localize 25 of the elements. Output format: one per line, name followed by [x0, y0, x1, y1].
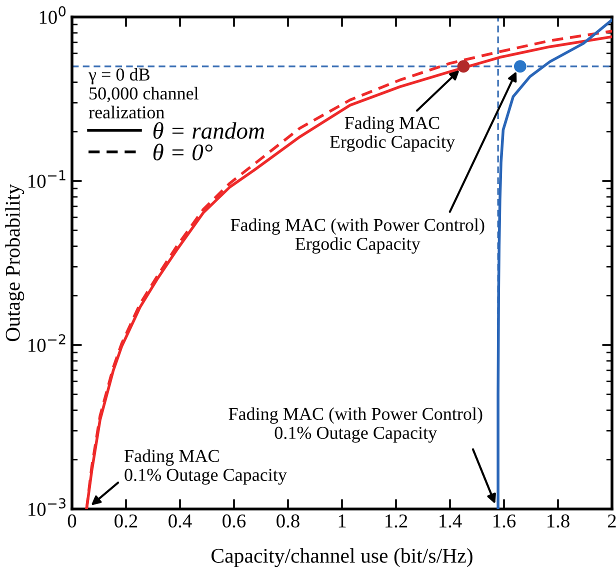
- x-tick-label: 0: [68, 514, 76, 528]
- annotation: Fading MAC Ergodic Capacity: [330, 116, 455, 152]
- x-tick-label: 1: [338, 514, 346, 528]
- series-label: θ = 0°: [153, 144, 212, 160]
- x-tick-label: 1.6: [494, 514, 516, 528]
- y-axis-title: Outage Probability: [5, 184, 24, 342]
- legend-title: γ = 0 dB 50,000 channel realization: [88, 68, 198, 118]
- x-tick-label: 0.8: [276, 514, 300, 528]
- x-tick-label: 0.4: [168, 514, 192, 528]
- annotation: Fading MAC (with Power Control) 0.1% Outage Capacity: [228, 407, 482, 443]
- x-tick-label: 0.6: [222, 514, 246, 528]
- x-tick-label: 1.2: [386, 514, 408, 528]
- x-tick-label: 0.2: [114, 514, 138, 528]
- annotation: Fading MAC (with Power Control) Ergodic Capacity: [230, 218, 484, 254]
- x-tick-label: 2: [608, 514, 616, 528]
- y-tick-label: 10$^{0}$: [40, 6, 66, 24]
- x-tick-label: 1.4: [440, 514, 462, 528]
- x-tick-label: 1.8: [548, 514, 570, 528]
- line-series: [496, 18, 612, 509]
- annotation: Fading MAC 0.1% Outage Capacity: [124, 449, 287, 485]
- y-tick-label: 10$^{−3}$: [28, 498, 66, 516]
- x-axis-title: Capacity/channel use (bit/s/Hz): [212, 548, 472, 568]
- y-tick-label: 10$^{−2}$: [28, 334, 66, 352]
- series-label: θ = random: [153, 122, 264, 139]
- y-tick-label: 10$^{−1}$: [28, 170, 66, 188]
